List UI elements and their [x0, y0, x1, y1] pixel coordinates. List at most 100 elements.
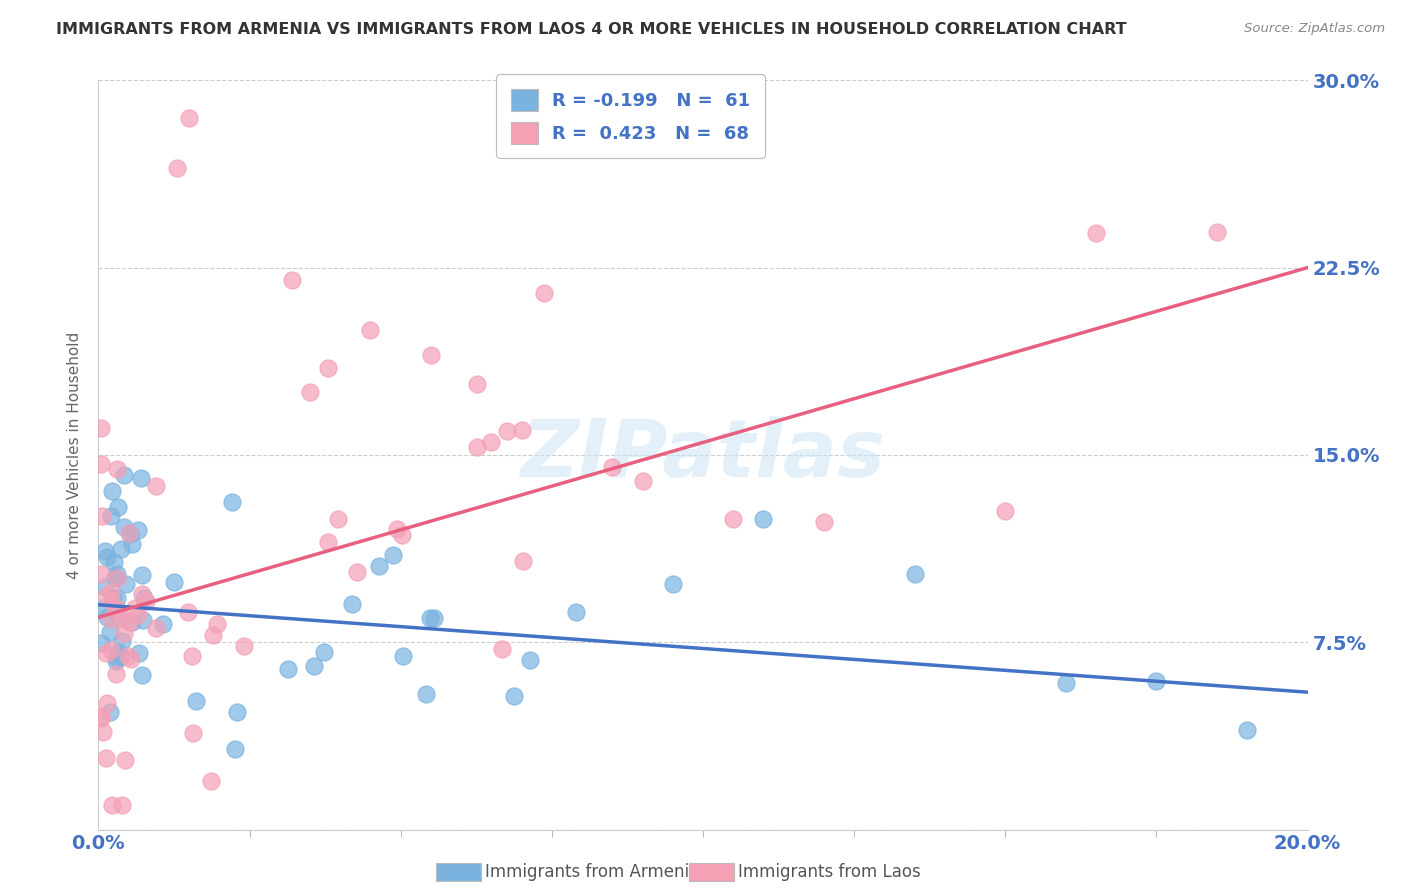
- Point: [145, 478, 167, 492]
- Point: [200, 774, 222, 789]
- Point: [131, 471, 153, 485]
- Point: [118, 615, 141, 629]
- Point: [565, 605, 588, 619]
- Point: [103, 556, 125, 570]
- Point: [111, 797, 134, 812]
- Point: [131, 587, 153, 601]
- Point: [100, 593, 122, 607]
- Point: [661, 576, 683, 591]
- Point: [316, 360, 339, 375]
- Point: [1146, 673, 1168, 688]
- Point: [1236, 723, 1258, 737]
- Point: [105, 567, 128, 582]
- Point: [382, 548, 405, 562]
- Point: [90, 602, 112, 616]
- Point: [135, 594, 157, 608]
- Point: [100, 508, 122, 523]
- Text: ZIPatlas: ZIPatlas: [520, 416, 886, 494]
- Point: [111, 634, 134, 648]
- Point: [419, 611, 441, 625]
- Point: [90, 421, 112, 435]
- Point: [110, 542, 132, 557]
- Point: [104, 654, 127, 668]
- Point: [179, 111, 201, 125]
- Point: [100, 797, 122, 812]
- Point: [602, 460, 624, 475]
- Point: [1054, 676, 1077, 690]
- Point: [181, 648, 204, 663]
- Point: [184, 694, 207, 708]
- Point: [120, 527, 142, 541]
- Point: [96, 751, 118, 765]
- Point: [465, 440, 488, 454]
- Point: [132, 591, 155, 606]
- Point: [128, 646, 150, 660]
- Point: [121, 652, 143, 666]
- Point: [100, 584, 122, 599]
- Point: [105, 591, 128, 606]
- Point: [299, 385, 322, 400]
- Point: [391, 527, 413, 541]
- Text: Immigrants from Laos: Immigrants from Laos: [738, 863, 921, 881]
- Point: [105, 601, 128, 615]
- Point: [131, 668, 153, 682]
- Point: [512, 554, 534, 568]
- Point: [225, 705, 247, 719]
- Point: [90, 457, 112, 471]
- Point: [346, 565, 368, 579]
- Point: [90, 709, 112, 723]
- Point: [98, 705, 121, 719]
- Point: [281, 273, 304, 287]
- Point: [177, 605, 200, 619]
- Point: [90, 566, 112, 581]
- Point: [392, 648, 415, 663]
- Point: [207, 617, 229, 632]
- Point: [96, 609, 118, 624]
- Point: [96, 696, 118, 710]
- Point: [131, 568, 153, 582]
- Point: [904, 567, 927, 582]
- Point: [233, 639, 256, 653]
- Point: [495, 424, 517, 438]
- Point: [107, 571, 129, 585]
- Point: [107, 645, 129, 659]
- Point: [994, 504, 1017, 518]
- Point: [100, 643, 122, 657]
- Point: [118, 526, 141, 541]
- Point: [752, 512, 775, 526]
- Point: [91, 509, 114, 524]
- Point: [1206, 225, 1229, 239]
- Point: [360, 323, 382, 337]
- Y-axis label: 4 or more Vehicles in Household: 4 or more Vehicles in Household: [67, 331, 83, 579]
- Point: [340, 597, 363, 611]
- Point: [104, 570, 127, 584]
- Point: [481, 435, 503, 450]
- Point: [385, 522, 408, 536]
- Point: [105, 651, 128, 665]
- Point: [114, 753, 136, 767]
- Point: [152, 616, 174, 631]
- Point: [519, 653, 541, 667]
- Point: [328, 512, 350, 526]
- Point: [166, 161, 188, 175]
- Point: [114, 576, 136, 591]
- Text: IMMIGRANTS FROM ARMENIA VS IMMIGRANTS FROM LAOS 4 OR MORE VEHICLES IN HOUSEHOLD : IMMIGRANTS FROM ARMENIA VS IMMIGRANTS FR…: [56, 22, 1126, 37]
- Point: [93, 725, 115, 739]
- Point: [117, 648, 139, 663]
- Point: [510, 423, 533, 437]
- Point: [112, 520, 135, 534]
- Point: [94, 589, 117, 603]
- Point: [105, 462, 128, 476]
- Point: [813, 515, 835, 529]
- Point: [183, 726, 205, 740]
- Point: [100, 483, 122, 498]
- Point: [124, 600, 146, 615]
- Point: [111, 612, 134, 626]
- Point: [202, 628, 225, 642]
- Point: [131, 613, 153, 627]
- Point: [112, 468, 135, 483]
- Point: [316, 534, 339, 549]
- Point: [107, 500, 129, 515]
- Point: [112, 626, 135, 640]
- Point: [465, 376, 488, 391]
